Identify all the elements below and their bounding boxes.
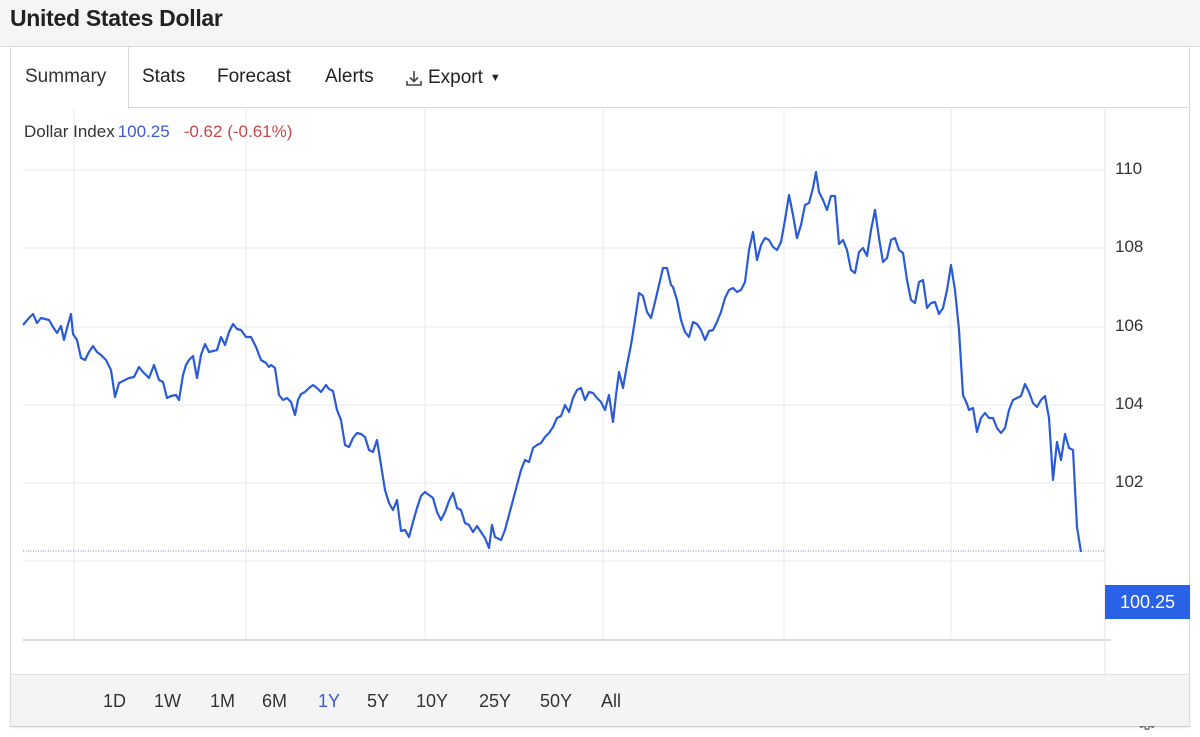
range-6m[interactable]: 6M [262, 691, 288, 711]
index-value: 100.25 [117, 122, 170, 141]
y-tick-104: 104 [1115, 394, 1144, 413]
y-tick-102: 102 [1115, 472, 1144, 491]
tab-alerts[interactable]: Alerts [325, 66, 374, 87]
last-price-tag: 100.25 [1105, 585, 1190, 619]
page-title: United States Dollar [10, 5, 223, 31]
range-50y[interactable]: 50Y [540, 691, 573, 711]
y-tick-106: 106 [1115, 316, 1144, 335]
range-1m[interactable]: 1M [210, 691, 236, 711]
range-5y[interactable]: 5Y [367, 691, 390, 711]
range-25y[interactable]: 25Y [479, 691, 512, 711]
dollar-index-line [22, 170, 1083, 553]
range-selector: 1D 1W 1M 6M 1Y 5Y 10Y 25Y 50Y All [11, 674, 1189, 726]
tab-summary[interactable]: Summary [11, 47, 129, 109]
price-readout: Dollar Index 100.25 -0.62 (-0.61%) [24, 122, 292, 142]
page-header: United States Dollar [0, 0, 1200, 47]
range-10y[interactable]: 10Y [416, 691, 449, 711]
range-1w[interactable]: 1W [154, 691, 181, 711]
grid-lines [23, 109, 1105, 640]
range-1y[interactable]: 1Y [318, 691, 341, 711]
caret-down-icon: ▼ [489, 71, 501, 84]
y-tick-108: 108 [1115, 237, 1144, 256]
export-label: Export [428, 66, 483, 88]
y-tick-110: 110 [1115, 159, 1143, 178]
index-label: Dollar Index [24, 122, 115, 141]
chart-area[interactable]: Dollar Index 100.25 -0.62 (-0.61%) 110 108… [11, 109, 1190, 730]
tab-bar: Summary Stats Forecast Alerts Export ▼ [11, 47, 1189, 109]
index-change: -0.62 (-0.61%) [183, 122, 293, 141]
tab-forecast[interactable]: Forecast [217, 66, 291, 87]
tab-stats[interactable]: Stats [142, 66, 186, 87]
chart-panel: Summary Stats Forecast Alerts Export ▼ [10, 47, 1190, 730]
line-chart[interactable] [11, 109, 1189, 674]
download-icon [406, 71, 422, 86]
range-1d[interactable]: 1D [103, 691, 127, 711]
range-all[interactable]: All [601, 691, 622, 711]
tab-export[interactable]: Export ▼ [404, 47, 501, 108]
